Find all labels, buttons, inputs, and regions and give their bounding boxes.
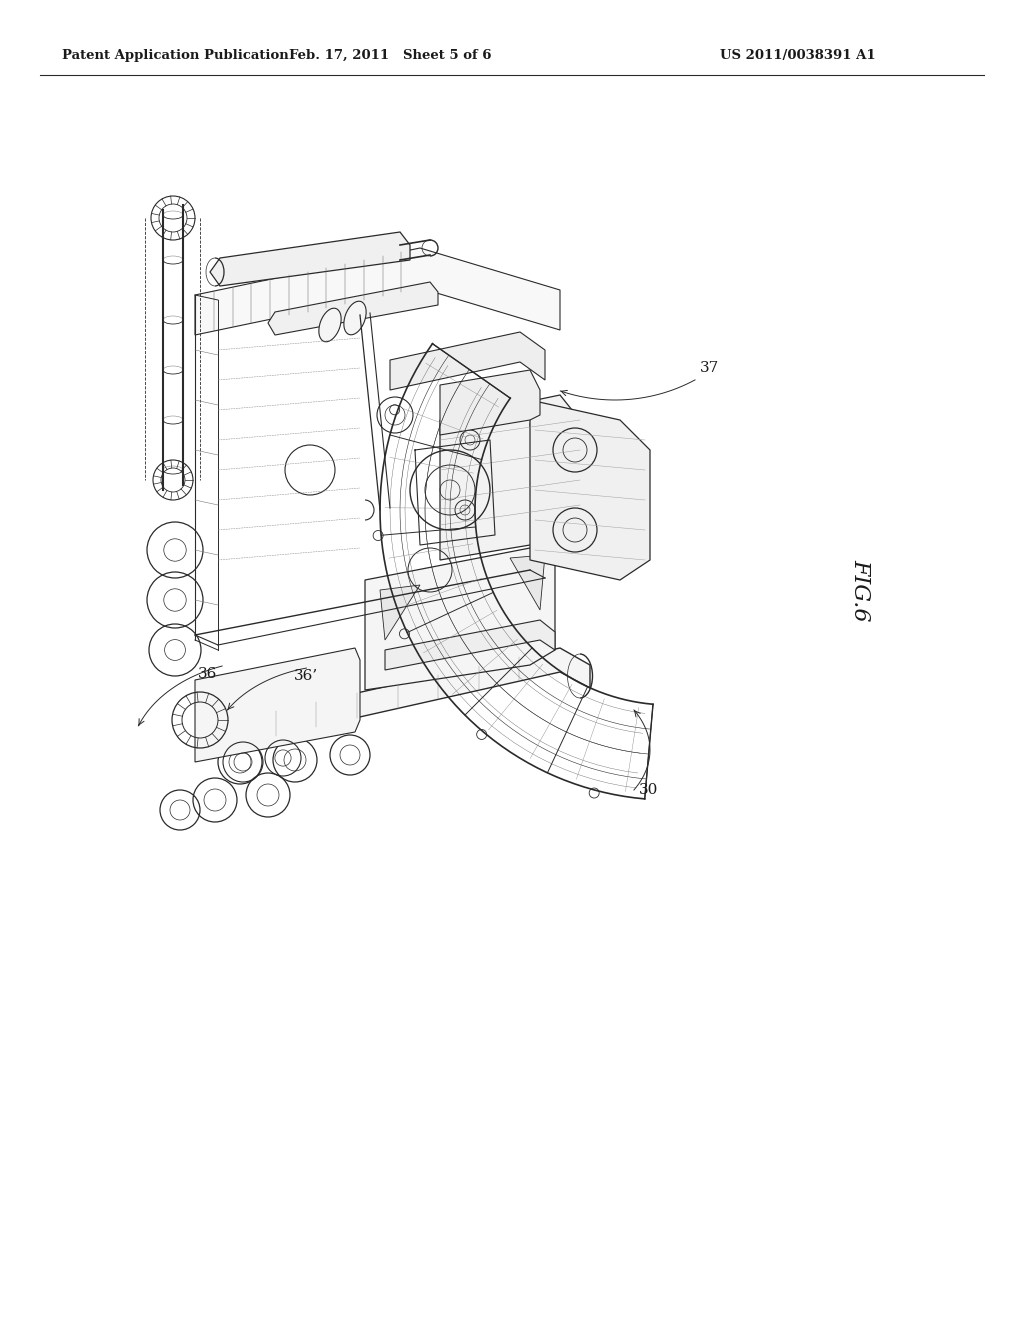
- Polygon shape: [390, 333, 545, 389]
- Polygon shape: [234, 648, 590, 744]
- Polygon shape: [510, 554, 545, 610]
- Text: Feb. 17, 2011   Sheet 5 of 6: Feb. 17, 2011 Sheet 5 of 6: [289, 49, 492, 62]
- Polygon shape: [385, 620, 555, 671]
- Polygon shape: [440, 370, 540, 436]
- Text: 30: 30: [639, 783, 658, 797]
- Polygon shape: [380, 585, 420, 640]
- Polygon shape: [365, 548, 555, 690]
- Polygon shape: [440, 395, 580, 560]
- Polygon shape: [530, 400, 650, 579]
- Text: FIG.6: FIG.6: [849, 558, 871, 622]
- Text: 36: 36: [198, 667, 217, 681]
- Ellipse shape: [318, 308, 341, 342]
- Polygon shape: [195, 648, 360, 762]
- Text: 36’: 36’: [294, 669, 318, 682]
- Polygon shape: [195, 248, 560, 335]
- Text: Patent Application Publication: Patent Application Publication: [62, 49, 289, 62]
- Ellipse shape: [344, 301, 367, 335]
- Text: US 2011/0038391 A1: US 2011/0038391 A1: [720, 49, 876, 62]
- Polygon shape: [268, 282, 438, 335]
- Polygon shape: [210, 232, 410, 286]
- Text: 37: 37: [700, 360, 719, 375]
